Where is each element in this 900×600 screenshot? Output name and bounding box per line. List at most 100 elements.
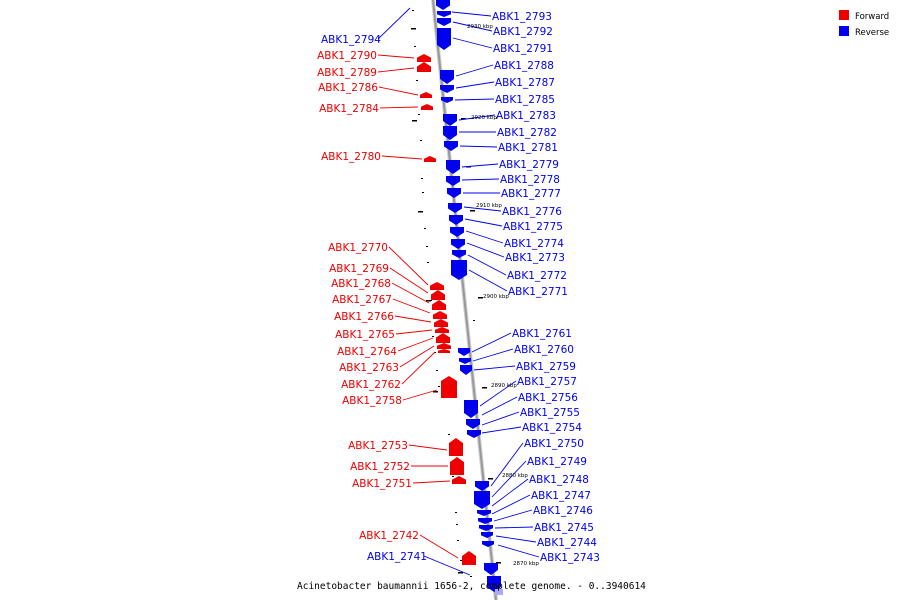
minor-tick (414, 46, 416, 47)
legend-forward-swatch (839, 10, 849, 20)
major-tick (411, 28, 416, 30)
leader-line (491, 494, 531, 515)
gene-label-forward: ABK1_2765 (335, 329, 395, 341)
minor-tick (422, 192, 424, 193)
leader-line (491, 478, 529, 507)
reverse-gene (481, 532, 493, 538)
minor-tick (473, 320, 475, 321)
leader-line (491, 460, 527, 498)
gene-label-reverse: ABK1_2793 (492, 11, 552, 23)
forward-gene (449, 438, 463, 456)
forward-gene (441, 376, 457, 398)
gene-label-forward: ABK1_2762 (341, 379, 401, 391)
leader-line (389, 267, 429, 294)
leader-line (408, 444, 448, 451)
gene-label-reverse: ABK1_2750 (524, 438, 584, 450)
forward-gene (438, 349, 450, 353)
reverse-gene (440, 70, 454, 84)
gene-label-forward: ABK1_2789 (317, 67, 377, 79)
reverse-gene (451, 260, 467, 280)
gene-label-reverse: ABK1_2794 (321, 34, 381, 46)
gene-label-reverse: ABK1_2788 (494, 60, 554, 72)
forward-gene (417, 54, 431, 62)
reverse-gene (446, 160, 460, 174)
leader-line (377, 67, 415, 73)
gene-label-forward: ABK1_2786 (318, 82, 378, 94)
gene-label-reverse: ABK1_2782 (497, 127, 557, 139)
gene-label-reverse: ABK1_2787 (495, 77, 555, 89)
minor-tick (432, 336, 434, 337)
leader-line (493, 509, 533, 522)
major-tick (496, 562, 501, 564)
reverse-gene (478, 518, 492, 524)
leader-line (473, 365, 516, 371)
gene-label-forward: ABK1_2764 (337, 346, 397, 358)
scale-label: 2870 kbp (513, 561, 539, 567)
minor-tick (436, 370, 438, 371)
leader-line (391, 282, 430, 304)
gene-label-reverse: ABK1_2746 (533, 505, 593, 517)
forward-gene (430, 282, 444, 290)
legend-reverse-swatch (839, 26, 849, 36)
gene-labels: ABK1_2790 ABK1_2789 ABK1_2786 ABK1_2784 ABK1… (317, 11, 600, 564)
leader-line (466, 242, 505, 258)
minor-tick (455, 512, 457, 513)
leader-line (419, 534, 459, 559)
forward-gene (450, 457, 464, 475)
leader-line (401, 351, 436, 385)
leader-line (464, 218, 503, 227)
reverse-gene (477, 510, 491, 516)
gene-label-reverse: ABK1_2745 (534, 522, 594, 534)
scale-label: 2920 kbp (471, 115, 497, 121)
forward-gene (420, 92, 432, 98)
forward-gene (462, 551, 476, 565)
gene-label-forward: ABK1_2742 (359, 530, 419, 542)
leader-line (481, 411, 520, 426)
gene-label-reverse: ABK1_2792 (493, 26, 553, 38)
gene-label-reverse: ABK1_2773 (505, 252, 565, 264)
gene-label-reverse: ABK1_2760 (514, 344, 574, 356)
reverse-gene (458, 348, 470, 356)
gene-label-reverse: ABK1_2755 (520, 407, 580, 419)
leader-line (479, 380, 517, 407)
gene-label-reverse: ABK1_2743 (540, 552, 600, 564)
reverse-gene (437, 11, 451, 17)
leader-line (490, 442, 524, 487)
forward-gene (421, 104, 433, 110)
minor-tick (416, 80, 418, 81)
leader-line (423, 555, 471, 576)
leader-line (395, 329, 433, 335)
minor-tick (421, 178, 423, 179)
gene-label-forward: ABK1_2758 (342, 395, 402, 407)
reverse-gene (460, 365, 472, 375)
scale-labels: 2930 kbp 2920 kbp 2910 kbp 2900 kbp 2890 kbp… (467, 24, 539, 567)
leader-line (455, 81, 495, 89)
gene-label-reverse: ABK1_2783 (496, 110, 556, 122)
reverse-gene (437, 18, 451, 26)
leader-line (481, 396, 518, 416)
leader-line (378, 86, 419, 96)
reverse-gene (446, 176, 460, 186)
scale-label: 2910 kbp (476, 203, 502, 209)
gene-features (417, 0, 503, 595)
major-tick (461, 118, 466, 120)
gene-label-forward: ABK1_2753 (348, 440, 408, 452)
gene-label-reverse: ABK1_2741 (367, 551, 427, 563)
leader-line (412, 480, 451, 484)
leader-line (399, 345, 435, 368)
gene-label-reverse: ABK1_2779 (499, 159, 559, 171)
leader-line (452, 37, 493, 49)
reverse-gene (443, 126, 457, 140)
gene-label-forward: ABK1_2767 (332, 294, 392, 306)
minor-tick (448, 434, 450, 435)
minor-tick (438, 386, 440, 387)
legend-reverse-label: Reverse (855, 28, 889, 38)
reverse-gene (482, 541, 494, 547)
leader-line (465, 230, 504, 244)
forward-gene (435, 327, 449, 333)
forward-gene (434, 319, 448, 327)
leader-line (463, 206, 502, 212)
leader-line (392, 298, 431, 314)
leader-line (497, 544, 540, 558)
